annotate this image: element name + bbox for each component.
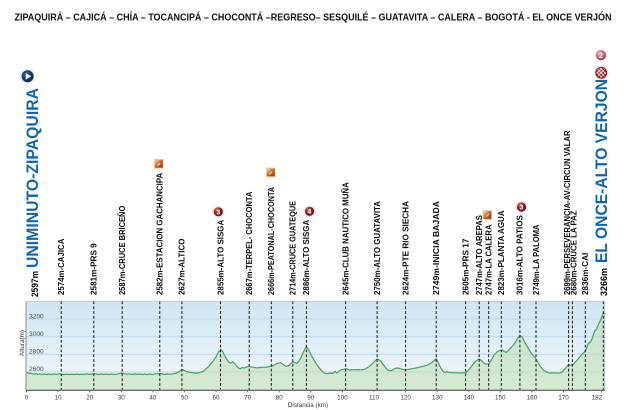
- svg-text:UNIMINUTO-ZIPAQUIRA: UNIMINUTO-ZIPAQUIRA: [23, 88, 42, 268]
- svg-text:150: 150: [495, 394, 506, 401]
- svg-text:3000: 3000: [29, 331, 44, 338]
- svg-text:0: 0: [25, 394, 29, 401]
- svg-text:EL ONCE-ALTO VERJON: EL ONCE-ALTO VERJON: [592, 79, 611, 263]
- svg-text:2587m-CRUCE BRICEÑO: 2587m-CRUCE BRICEÑO: [117, 205, 127, 295]
- svg-text:80: 80: [276, 394, 284, 401]
- svg-text:2645m-CLUB NAUTICO MUÑA: 2645m-CLUB NAUTICO MUÑA: [340, 182, 350, 295]
- svg-text:70: 70: [244, 394, 252, 401]
- svg-text:2749m-INICIA BAJADA: 2749m-INICIA BAJADA: [431, 201, 441, 295]
- svg-text:100: 100: [337, 394, 348, 401]
- svg-text:120: 120: [400, 394, 411, 401]
- svg-text:2582m-ESTACION GACHANCIPA: 2582m-ESTACION GACHANCIPA: [155, 173, 165, 295]
- svg-text:3016m-ALTO PATIOS: 3016m-ALTO PATIOS: [515, 215, 525, 295]
- svg-text:2750m-ALTO GUATAVITA: 2750m-ALTO GUATAVITA: [372, 201, 382, 295]
- svg-text:2886m-ALTO SISGA: 2886m-ALTO SISGA: [301, 220, 311, 295]
- svg-text:50: 50: [181, 394, 189, 401]
- svg-text:2699m-PERSEVERANCIA-AV-CIRCUN: 2699m-PERSEVERANCIA-AV-CIRCUN VALAR: [562, 131, 572, 296]
- svg-text:140: 140: [464, 394, 475, 401]
- svg-text:2667m-TERPEL- CHOCONTA: 2667m-TERPEL- CHOCONTA: [244, 192, 254, 295]
- svg-text:2574m-CAJICA: 2574m-CAJICA: [56, 239, 66, 295]
- svg-text:2597m: 2597m: [30, 271, 41, 297]
- svg-text:2600: 2600: [29, 366, 44, 373]
- svg-text:2714m-CRUCE GUATEQUE: 2714m-CRUCE GUATEQUE: [288, 201, 298, 295]
- svg-text:110: 110: [369, 394, 380, 401]
- svg-text:40: 40: [149, 394, 157, 401]
- svg-text:2855m-ALTO SISGA: 2855m-ALTO SISGA: [215, 220, 225, 295]
- svg-text:2800: 2800: [29, 349, 44, 356]
- svg-text:10: 10: [55, 394, 63, 401]
- svg-text:20: 20: [86, 394, 94, 401]
- svg-text:Altura(m): Altura(m): [19, 330, 26, 356]
- svg-text:2: 2: [599, 51, 603, 60]
- svg-text:160: 160: [527, 394, 538, 401]
- svg-text:2666m-PEATONAL-CHOCONTA: 2666m-PEATONAL-CHOCONTA: [266, 187, 276, 295]
- svg-text:130: 130: [432, 394, 443, 401]
- svg-text:4: 4: [308, 209, 312, 216]
- svg-text:2624m-PTE RIO SIECHA: 2624m-PTE RIO SIECHA: [400, 201, 410, 295]
- svg-text:90: 90: [307, 394, 315, 401]
- svg-text:2747m-ALTO AREPAS: 2747m-ALTO AREPAS: [474, 215, 484, 295]
- svg-text:2749m-LA PALOMA: 2749m-LA PALOMA: [531, 225, 541, 296]
- svg-text:Distancia (km): Distancia (km): [288, 402, 328, 409]
- svg-text:3200: 3200: [29, 313, 44, 320]
- svg-text:2823m-PLANTA AGUA: 2823m-PLANTA AGUA: [496, 210, 506, 295]
- svg-text:30: 30: [118, 394, 126, 401]
- svg-text:2680m-CRUCE LA PAZ: 2680m-CRUCE LA PAZ: [569, 210, 579, 295]
- svg-text:2836m-CAI: 2836m-CAI: [580, 253, 590, 295]
- svg-text:2605m-PRS 17: 2605m-PRS 17: [460, 238, 470, 295]
- svg-text:182: 182: [592, 394, 603, 401]
- svg-text:ZIPAQUIRÁ – CAJICÁ – CHÍA – TO: ZIPAQUIRÁ – CAJICÁ – CHÍA – TOCANCIPÁ – …: [15, 11, 612, 24]
- svg-text:2581m-PRS 9: 2581m-PRS 9: [89, 243, 99, 295]
- svg-text:3266m: 3266m: [599, 268, 610, 296]
- svg-text:2747m-LA CALERA: 2747m-LA CALERA: [484, 225, 494, 296]
- svg-text:3: 3: [520, 205, 524, 212]
- svg-text:3: 3: [216, 209, 220, 216]
- svg-text:2627m-ALTICO: 2627m-ALTICO: [177, 238, 187, 295]
- svg-text:170: 170: [558, 394, 569, 401]
- svg-text:60: 60: [212, 394, 220, 401]
